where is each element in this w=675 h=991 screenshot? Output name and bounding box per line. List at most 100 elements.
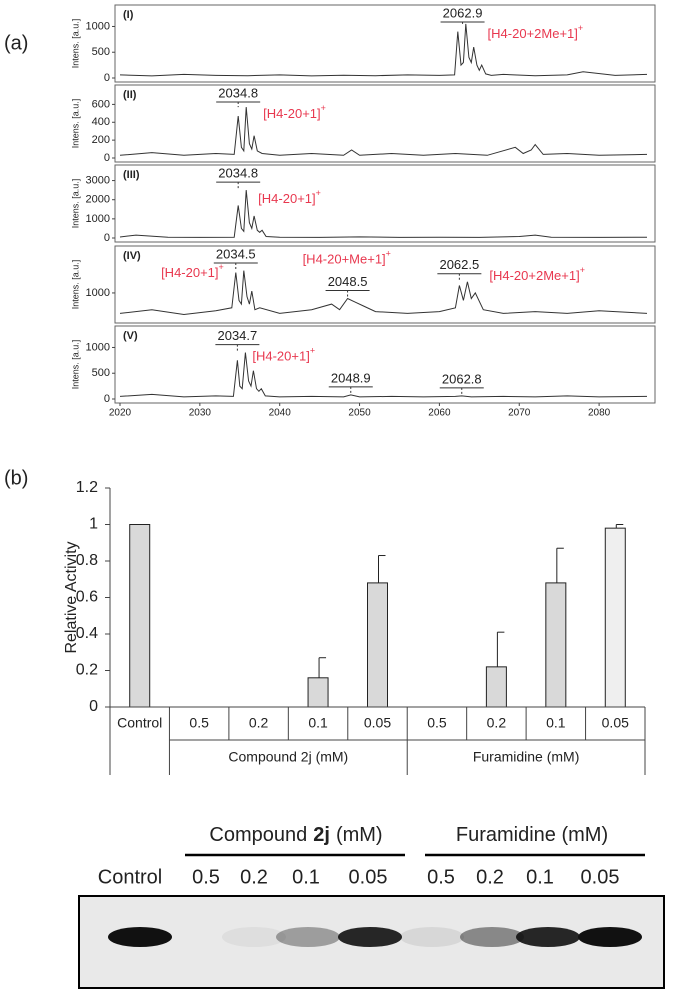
lane-label: 0.2 [476,866,504,888]
ion-charge: + [578,23,583,33]
x-tick-label: 0.1 [308,715,328,731]
y-tick-label: 2000 [86,194,110,206]
error-bar [496,631,505,667]
x-tick-label: 0.1 [546,715,566,731]
ion-charge: + [321,103,326,113]
y-tick-label: 600 [92,98,110,110]
peak-label: 2034.7 [217,328,257,343]
panel-frame [114,245,656,324]
ion-charge: + [316,189,321,199]
gel-band [516,927,580,947]
ion-charge: + [580,265,585,275]
gel-band [578,927,642,947]
group-label: Furamidine (mM) [473,749,580,765]
lane-label: Control [98,866,162,888]
error-bar [556,547,564,583]
spectrum-line [119,352,648,398]
bar [367,582,388,708]
bar [545,582,567,708]
x-tick-label: 2080 [588,408,611,419]
lane-label: 0.1 [526,866,554,888]
ion-label: [H4-20+2Me+1]+ [488,23,584,41]
y-tick-label: 400 [92,116,110,128]
gel-band [108,927,172,947]
gel-band [338,927,402,947]
y-tick-label: 1000 [86,287,110,299]
y-tick-label: 500 [92,46,110,58]
lane-label: 0.5 [192,866,220,888]
x-tick-label: 2030 [189,408,212,419]
peak-label: 2062.8 [442,371,482,386]
spectrum-label: (IV) [123,250,141,262]
y-tick-label: 0.8 [76,552,98,569]
panel-frame [114,164,656,243]
y-tick-label: 0 [104,72,110,84]
lane-label: 0.05 [349,866,388,888]
gel-group-part: Compound [209,824,307,846]
ion-text: [H4-20+1] [258,192,315,207]
y-tick-label: 1.2 [76,479,98,496]
y-tick-label: 1000 [86,20,110,32]
spectrum-label: (II) [123,89,137,101]
y-tick-label: 500 [92,367,110,379]
y-tick-label: 0.6 [76,589,98,606]
peak-label: 2034.5 [216,246,256,261]
lane-label: 0.05 [581,866,620,888]
peak-label: 2048.9 [331,370,371,385]
x-tick-label: Control [117,715,162,731]
y-axis-title: Intens. [a.u.] [70,99,80,149]
bar [307,677,329,708]
error-bar [318,657,327,678]
y-axis-title: Intens. [a.u.] [70,340,80,390]
y-tick-label: 0 [89,698,98,715]
y-tick-label: 0.2 [76,662,98,679]
y-tick-label: 3000 [86,174,110,186]
peak-label: 2034.8 [218,85,258,100]
gel-band [460,927,524,947]
error-bar [378,555,386,583]
x-tick-label: 2040 [269,408,292,419]
bar [485,666,507,708]
gel-group-label: Compound 2j (mM) [209,824,382,846]
ion-label: [H4-20+Me+1]+ [303,249,391,267]
ion-label: [H4-20+1]+ [258,189,321,207]
x-tick-label: 0.05 [364,715,391,731]
ion-charge: + [219,262,224,272]
x-tick-label: 0.5 [427,715,447,731]
ion-text: [H4-20+1] [263,106,320,121]
ion-text: [H4-20+Me+1] [303,252,386,267]
ion-label: [H4-20+2Me+1]+ [489,265,585,283]
ion-text: [H4-20+2Me+1] [488,26,578,41]
y-tick-label: 0 [104,232,110,244]
lane-label: 0.5 [427,866,455,888]
error-bar [615,524,624,529]
bar [129,524,151,708]
y-tick-label: 1 [89,516,98,533]
x-tick-label: 2050 [348,408,371,419]
ion-charge: + [386,249,391,259]
x-tick-label: 2070 [508,408,531,419]
bar [604,527,626,708]
ion-label: [H4-20+1]+ [252,346,315,364]
y-axis-title: Relative Activity [63,541,80,653]
ion-label: [H4-20+1]+ [263,103,326,121]
spectrum-label: (III) [123,169,140,181]
panel-label: (b) [4,467,28,489]
spectrum-line [119,270,648,316]
panel-frame [114,4,656,83]
spectrum-line [119,23,648,77]
spectrum-line [119,190,648,238]
y-tick-label: 0 [104,152,110,164]
panel-label: (a) [4,32,28,54]
peak-label: 2062.5 [439,257,479,272]
y-tick-label: 0.4 [76,625,98,642]
ion-text: [H4-20+2Me+1] [489,268,579,283]
peak-label: 2048.5 [328,274,368,289]
x-tick-label: 2020 [109,408,132,419]
x-tick-label: 0.5 [189,715,209,731]
spectrum-line [119,107,648,156]
ion-label: [H4-20+1]+ [161,262,224,280]
gel-band [222,927,286,947]
